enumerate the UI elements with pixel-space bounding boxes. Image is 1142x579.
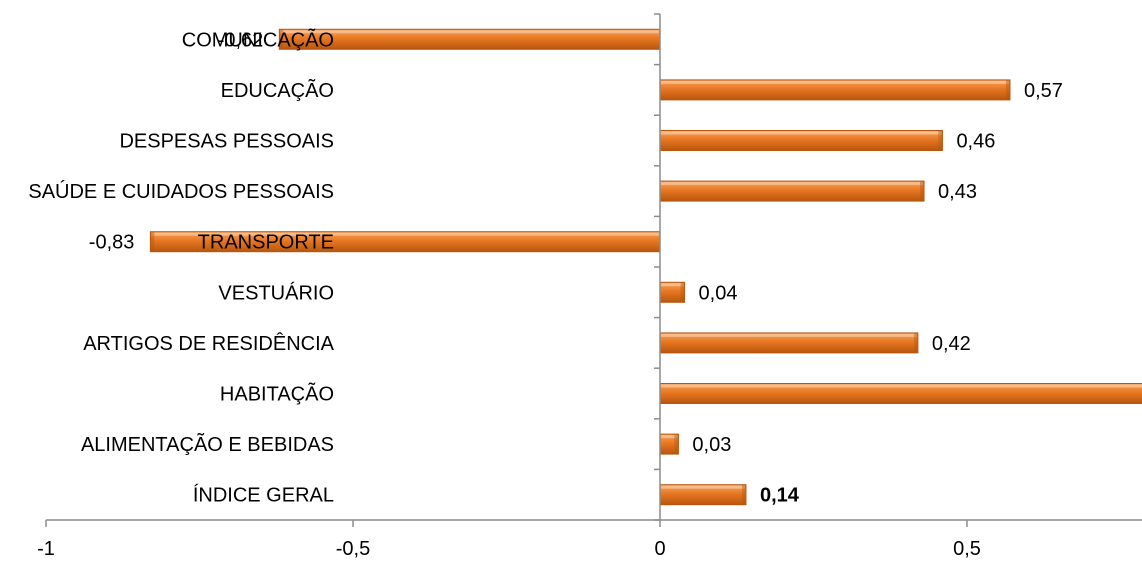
value-label-0: -0,62 bbox=[218, 29, 264, 51]
category-label-8: ALIMENTAÇÃO E BEBIDAS bbox=[81, 432, 334, 456]
bar-highlight-1 bbox=[661, 80, 1009, 84]
bar-cap-9 bbox=[741, 484, 746, 505]
value-label-2: 0,46 bbox=[956, 131, 995, 153]
bar-cap-2 bbox=[938, 130, 943, 151]
value-label-5: 0,04 bbox=[699, 282, 738, 304]
category-label-4: TRANSPORTE bbox=[198, 232, 334, 254]
category-label-3: SAÚDE E CUIDADOS PESSOAIS bbox=[28, 180, 334, 203]
category-label-1: EDUCAÇÃO bbox=[221, 78, 334, 102]
bar-highlight-0 bbox=[280, 30, 659, 34]
bar-highlight-7 bbox=[661, 384, 1142, 388]
bar-cap-6 bbox=[913, 332, 918, 353]
bar-cap-1 bbox=[1005, 79, 1010, 100]
x-tick-label-1: -0,5 bbox=[336, 538, 370, 560]
value-label-6: 0,42 bbox=[932, 333, 971, 355]
bar-highlight-6 bbox=[661, 333, 917, 337]
value-label-1: 0,57 bbox=[1024, 80, 1063, 102]
value-label-9: 0,14 bbox=[760, 485, 800, 507]
bar-highlight-5 bbox=[661, 283, 684, 287]
labels-layer: COMUNICAÇÃO-0,62 EDUCAÇÃO 0,57 DESPESAS PES… bbox=[28, 27, 1063, 560]
category-label-2: DESPESAS PESSOAIS bbox=[119, 131, 334, 153]
x-tick-label-2: 0 bbox=[654, 538, 665, 560]
bar-highlight-2 bbox=[661, 131, 942, 135]
category-label-6: ARTIGOS DE RESIDÊNCIA bbox=[83, 332, 334, 355]
category-label-0: COMUNICAÇÃO bbox=[182, 27, 334, 51]
x-tick-label-0: -1 bbox=[37, 538, 55, 560]
bar-cap-4 bbox=[150, 231, 155, 252]
value-label-4: -0,83 bbox=[89, 232, 135, 254]
axes-layer bbox=[45, 13, 1142, 527]
bar-highlight-9 bbox=[661, 485, 745, 489]
category-label-9: ÍNDICE GERAL bbox=[193, 484, 334, 507]
bar-cap-5 bbox=[680, 282, 685, 303]
bar-highlight-3 bbox=[661, 182, 924, 186]
bars-layer bbox=[149, 28, 1142, 506]
bar-cap-0 bbox=[279, 29, 284, 50]
bar-highlight-8 bbox=[661, 435, 678, 439]
category-label-7: HABITAÇÃO bbox=[220, 382, 334, 406]
value-label-3: 0,43 bbox=[938, 181, 977, 203]
bar-highlight-4 bbox=[151, 232, 659, 236]
category-label-5: VESTUÁRIO bbox=[218, 281, 334, 304]
value-label-8: 0,03 bbox=[692, 434, 731, 456]
x-tick-label-3: 0,5 bbox=[953, 538, 981, 560]
bar-cap-8 bbox=[674, 434, 679, 455]
bar-cap-3 bbox=[920, 181, 925, 202]
